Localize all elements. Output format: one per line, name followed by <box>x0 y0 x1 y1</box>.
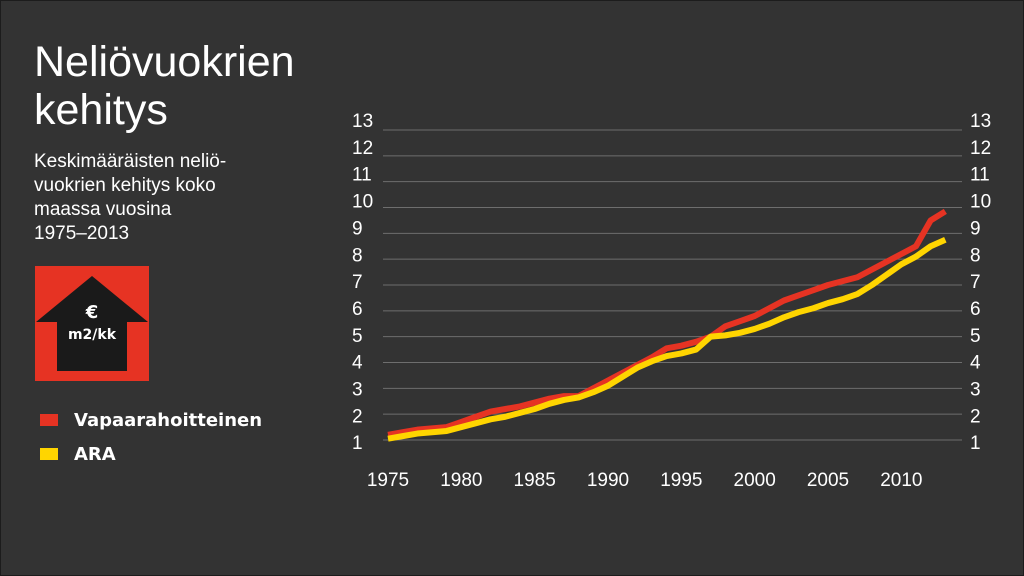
series-line-vapaarahoitteinen <box>387 208 947 438</box>
legend-swatch-yellow <box>40 448 58 460</box>
grid-layer <box>383 129 962 441</box>
subtitle-line: Keskimääräisten neliö- <box>34 151 227 172</box>
y-tick-label-right: 9 <box>970 218 981 239</box>
x-tick-label: 2010 <box>880 470 922 491</box>
legend-swatch-red <box>40 414 58 426</box>
x-tick-label: 2000 <box>734 470 776 491</box>
y-tick-label-right: 3 <box>970 380 981 401</box>
up-arrow-icon <box>36 276 148 371</box>
series-layer <box>387 208 947 442</box>
legend-item-vapaarahoitteinen: Vapaarahoitteinen <box>40 403 262 437</box>
x-tick-label: 2005 <box>807 470 849 491</box>
y-tick-label-left: 13 <box>352 111 373 132</box>
y-tick-label-left: 8 <box>352 245 363 266</box>
y-tick-label-right: 10 <box>970 192 991 213</box>
y-tick-label-left: 10 <box>352 192 373 213</box>
y-tick-label-left: 12 <box>352 138 373 159</box>
y-tick-label-right: 2 <box>970 406 981 427</box>
chart-title-line: Neliövuokrien <box>34 38 295 86</box>
chart-legend: Vapaarahoitteinen ARA <box>40 403 262 471</box>
series-line-ara <box>387 237 947 442</box>
y-tick-label-left: 2 <box>352 406 363 427</box>
y-tick-label-left: 11 <box>352 165 372 186</box>
legend-label: Vapaarahoitteinen <box>74 409 263 431</box>
y-tick-label-right: 5 <box>970 326 981 347</box>
y-tick-label-right: 11 <box>970 165 990 186</box>
y-tick-label-right: 8 <box>970 245 981 266</box>
unit-label: m2/kk <box>67 327 117 343</box>
y-tick-label-right: 12 <box>970 138 991 159</box>
x-tick-label: 1975 <box>367 470 409 491</box>
y-tick-label-right: 7 <box>970 272 981 293</box>
x-tick-label: 1990 <box>587 470 629 491</box>
y-tick-label-right: 6 <box>970 299 981 320</box>
chart-subtitle: Keskimääräisten neliö- vuokrien kehitys … <box>34 150 284 246</box>
chart-title: Neliövuokrien kehitys <box>34 38 354 134</box>
y-tick-label-right: 13 <box>970 111 991 132</box>
x-tick-label: 1995 <box>660 470 702 491</box>
unit-badge: € m2/kk <box>35 266 149 381</box>
x-tick-label: 1980 <box>440 470 482 491</box>
y-tick-label-left: 3 <box>352 380 363 401</box>
y-tick-label-right: 4 <box>970 353 981 374</box>
subtitle-line: vuokrien kehitys koko <box>34 175 216 196</box>
legend-label: ARA <box>74 443 116 465</box>
y-tick-label-left: 4 <box>352 353 363 374</box>
y-tick-label-left: 9 <box>352 218 363 239</box>
x-tick-label: 1985 <box>514 470 556 491</box>
y-tick-label-left: 1 <box>352 433 363 454</box>
y-tick-label-right: 1 <box>970 433 981 454</box>
chart-title-line: kehitys <box>34 86 168 134</box>
y-tick-label-left: 7 <box>352 272 363 293</box>
euro-symbol: € <box>85 302 99 323</box>
subtitle-line: 1975–2013 <box>34 223 130 244</box>
y-tick-label-left: 5 <box>352 326 363 347</box>
legend-item-ara: ARA <box>40 437 262 471</box>
subtitle-line: maassa vuosina <box>34 199 172 220</box>
y-tick-label-left: 6 <box>352 299 363 320</box>
